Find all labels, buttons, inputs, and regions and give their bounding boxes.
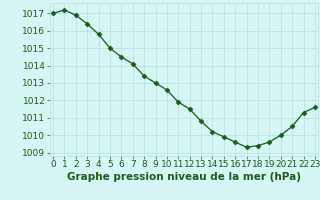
X-axis label: Graphe pression niveau de la mer (hPa): Graphe pression niveau de la mer (hPa) [67, 172, 301, 182]
